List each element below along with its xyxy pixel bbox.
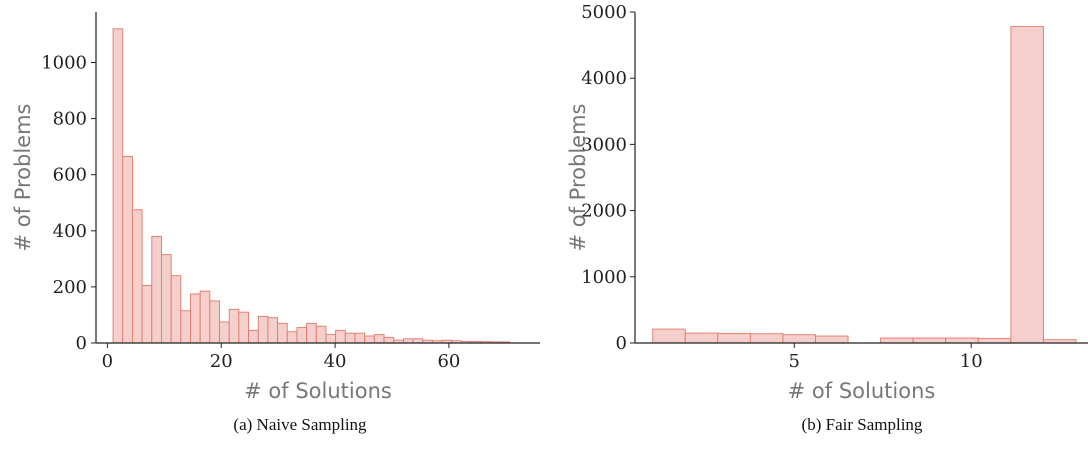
y-tick-label: 5000: [581, 2, 627, 23]
x-tick-label: 20: [210, 351, 233, 372]
y-tick-label: 800: [53, 109, 87, 130]
naive-histogram-bar: [151, 235, 162, 344]
histogram-fair-sampling: 0 1000 2000 3000 4000 5000 5 10 # of Solutions # …: [566, 2, 1088, 434]
naive-histogram-bar: [306, 322, 317, 344]
histogram-naive-sampling: 0 200 400 600 800 1000 0 20 40 60 # of Solutions # …: [11, 12, 540, 434]
x-tick-label: 40: [324, 351, 347, 372]
y-tick-label: 4000: [581, 68, 627, 89]
naive-histogram-bar: [286, 331, 298, 344]
y-axis-title: # of Problems: [11, 104, 35, 252]
naive-histogram-bar: [402, 338, 414, 344]
x-axis-title: # of Solutions: [788, 379, 936, 403]
naive-histogram-bar: [354, 332, 366, 344]
naive-histogram-bar: [238, 311, 250, 344]
naive-histogram-bar: [325, 334, 337, 344]
naive-histogram-bar: [364, 335, 375, 344]
naive-histogram-bar: [344, 332, 356, 344]
y-tick-label: 1000: [581, 267, 627, 288]
fair-histogram-bar: [945, 337, 979, 344]
naive-histogram-bar: [161, 254, 172, 344]
fair-histogram-bar: [749, 333, 784, 344]
naive-histogram-bar: [267, 317, 279, 344]
naive-histogram-bar: [248, 329, 259, 344]
figure-caption: (a) Naive Sampling: [233, 415, 367, 434]
y-tick-label: 400: [53, 221, 87, 242]
y-tick-label: 600: [53, 165, 87, 186]
naive-histogram-bar: [383, 336, 395, 344]
naive-histogram-bar: [228, 308, 240, 344]
naive-histogram-bar: [131, 209, 143, 344]
x-axis-title: # of Solutions: [244, 379, 392, 403]
x-tick-label: 0: [102, 351, 113, 372]
naive-histogram-bar: [373, 334, 385, 344]
fair-histogram-bar: [880, 337, 914, 344]
naive-histogram-bar: [209, 300, 220, 344]
y-tick-label: 1000: [41, 52, 87, 73]
x-tick-label: 5: [789, 351, 800, 372]
fair-histogram-bar: [684, 332, 719, 344]
y-tick-label: 0: [616, 333, 627, 354]
naive-histogram-bar: [315, 325, 327, 344]
fair-histogram-bar: [652, 328, 686, 344]
x-tick-label: 60: [437, 351, 460, 372]
fair-histogram-bar: [782, 334, 816, 344]
y-axis-title: # of Problems: [566, 104, 590, 252]
naive-histogram-bar: [335, 329, 346, 344]
x-tick-label: 10: [960, 351, 983, 372]
fair-histogram-bar: [977, 337, 1012, 344]
naive-histogram-bar: [190, 293, 201, 344]
naive-histogram-bar: [141, 285, 153, 344]
naive-histogram-bar: [112, 28, 124, 344]
y-tick-label: 2000: [581, 201, 627, 222]
naive-histogram-bar: [180, 310, 191, 344]
fair-histogram-bar: [717, 332, 751, 344]
figure-caption: (b) Fair Sampling: [802, 415, 923, 434]
y-tick-label: 200: [53, 277, 87, 298]
fair-histogram-bar: [815, 335, 849, 344]
y-tick-label: 0: [76, 333, 87, 354]
naive-histogram-bar: [122, 156, 133, 344]
naive-histogram-bar: [296, 327, 308, 344]
naive-histogram-bar: [219, 321, 230, 344]
naive-histogram-bar: [199, 290, 211, 344]
y-tick-label: 3000: [581, 134, 627, 155]
naive-histogram-bar: [412, 338, 424, 344]
naive-histogram-bar: [170, 275, 182, 344]
fair-histogram-bar: [1010, 26, 1044, 344]
naive-histogram-bar: [257, 315, 269, 344]
naive-histogram-bar: [277, 322, 288, 344]
fair-histogram-bar: [912, 337, 947, 344]
